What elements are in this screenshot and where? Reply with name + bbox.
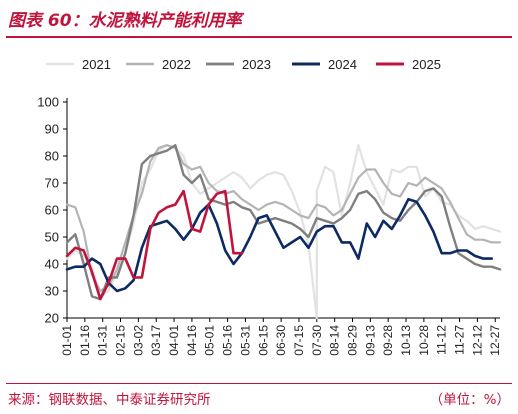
x-tick-label: 03-17 [149,325,163,356]
x-tick-label: 05-31 [238,325,252,356]
title-divider [6,36,512,38]
figure-title: 图表 60：水泥熟料产能利用率 [8,11,242,31]
y-tick-label: 50 [45,230,59,245]
legend-label-2023: 2023 [242,57,271,72]
legend-label-2024: 2024 [328,57,357,72]
legend-label-2025: 2025 [412,57,441,72]
x-tick-label: 07-30 [310,325,324,356]
y-tick-label: 60 [45,203,59,218]
series-layer [65,143,502,320]
y-tick-label: 20 [45,311,59,326]
x-tick-label: 06-30 [274,325,288,356]
x-tick-label: 09-28 [381,325,395,356]
x-tick-label: 12-27 [488,325,502,356]
x-tick-label: 02-15 [114,325,128,356]
series-line-2025 [65,189,244,301]
legend-label-2022: 2022 [162,57,191,72]
x-tick-label: 03-02 [131,325,145,356]
legend-label-2021: 2021 [82,57,111,72]
x-tick-label: 10-13 [399,325,413,356]
y-tick-label: 100 [37,95,59,110]
x-tick-label: 01-31 [96,325,110,356]
legend: 2021 2022 2023 2024 2025 [46,57,441,72]
x-tick-label: 08-14 [328,325,342,356]
series-line-2021 [65,144,502,320]
x-tick-label: 05-01 [203,325,217,356]
series-line-2024 [65,197,494,293]
y-tick-label: 80 [45,149,59,164]
series-line-2022 [65,144,502,293]
x-tick-label: 01-16 [78,325,92,356]
x-tick-label: 09-13 [363,325,377,356]
y-tick-label: 30 [45,284,59,299]
x-tick-label: 05-16 [221,325,235,356]
x-tick-label: 12-12 [470,325,484,356]
x-tick-label: 07-15 [292,325,306,356]
x-tick-label: 08-29 [345,325,359,356]
series-line-2023 [65,143,502,301]
y-tick-label: 70 [45,176,59,191]
x-tick-label: 04-01 [167,325,181,356]
x-tick-label: 01-01 [60,325,74,356]
x-tick-label: 10-28 [417,325,431,356]
y-tick-label: 40 [45,257,59,272]
source-note: 来源：钢联数据、中泰证券研究所 [8,392,211,408]
y-tick-label: 90 [45,122,59,137]
x-tick-label: 06-15 [256,325,270,356]
x-tick-label: 11-27 [453,325,467,355]
x-tick-label: 04-16 [185,325,199,356]
x-tick-label: 11-12 [435,325,449,355]
unit-note: （单位：%） [429,392,510,408]
footer-divider [6,383,512,384]
